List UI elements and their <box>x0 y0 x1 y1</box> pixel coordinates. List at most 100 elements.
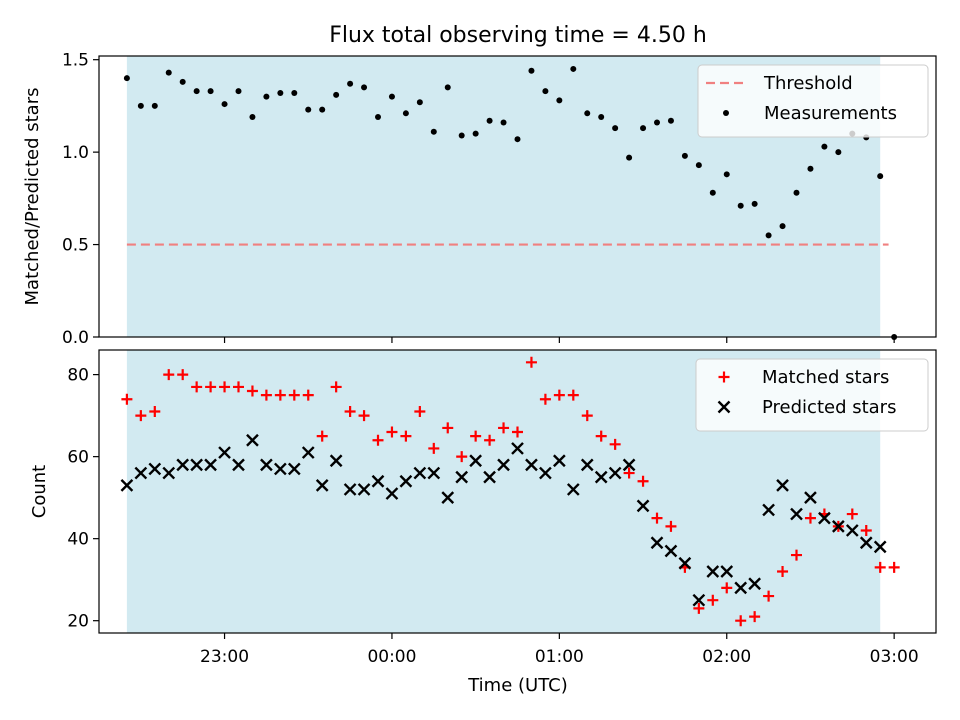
x-tick-label: 23:00 <box>200 647 249 667</box>
data-point <box>219 381 231 393</box>
data-point <box>260 458 273 472</box>
legend-label: Predicted stars <box>762 397 896 418</box>
data-point <box>287 462 301 476</box>
data-point <box>779 223 786 230</box>
x-axis-label: Time (UTC) <box>467 675 568 696</box>
data-point <box>539 393 551 405</box>
data-point <box>498 422 510 434</box>
data-point <box>542 88 549 95</box>
data-point <box>319 106 326 113</box>
y-tick-label: 0.5 <box>62 236 89 256</box>
data-point <box>762 503 775 517</box>
y-axis-label: Count <box>29 465 50 518</box>
data-point <box>193 88 200 95</box>
data-point <box>748 577 761 591</box>
data-point <box>260 389 272 401</box>
data-point <box>846 508 858 520</box>
data-point <box>442 422 454 434</box>
data-point <box>232 458 245 472</box>
data-point <box>651 512 663 524</box>
data-point <box>302 389 314 401</box>
legend: Matched stars Predicted stars <box>695 358 929 432</box>
data-point <box>207 88 214 95</box>
data-point <box>720 565 734 578</box>
data-point <box>385 487 399 500</box>
legend-marker-swatch <box>718 371 730 383</box>
data-point <box>218 446 231 459</box>
data-point <box>333 91 340 98</box>
legend-label: Threshold <box>763 73 853 94</box>
data-point <box>832 520 845 533</box>
data-point <box>734 581 748 595</box>
data-point <box>191 381 203 393</box>
data-point <box>163 369 175 381</box>
data-point <box>402 110 409 117</box>
legend-label: Matched stars <box>762 367 889 388</box>
data-point <box>525 458 538 472</box>
data-point <box>512 426 523 438</box>
data-point <box>612 125 619 132</box>
data-point <box>594 470 608 484</box>
data-point <box>553 454 566 468</box>
data-point <box>874 561 886 573</box>
data-point <box>609 438 621 450</box>
data-point <box>637 475 649 487</box>
data-point <box>165 69 172 76</box>
data-point <box>721 582 733 594</box>
data-point <box>486 117 493 124</box>
data-point <box>386 426 398 438</box>
ratio-panel: 0.0 0.5 1.0 1.5 Matched/Predicted stars Thres… <box>22 51 937 348</box>
x-tick-label: 02:00 <box>702 647 751 667</box>
data-point <box>343 483 357 496</box>
y-axis-label: Matched/Predicted stars <box>22 88 43 306</box>
data-point <box>428 442 440 454</box>
y-tick-label: 0.0 <box>62 328 89 348</box>
data-point <box>570 65 577 72</box>
data-point <box>291 89 298 96</box>
data-point <box>581 410 593 422</box>
plot-frame <box>98 349 937 634</box>
chart-title: Flux total observing time = 4.50 h <box>329 23 707 48</box>
data-point <box>873 540 887 554</box>
data-point <box>511 442 524 455</box>
data-point <box>664 544 678 558</box>
count-panel: 20 40 60 80 23:00 00:00 01:00 02:00 03:00 Count Ma… <box>29 349 937 667</box>
data-point <box>151 102 158 109</box>
y-tick-label: 40 <box>67 530 89 550</box>
data-point <box>763 590 775 602</box>
data-point <box>514 136 521 143</box>
data-point <box>246 385 258 397</box>
data-point <box>413 466 427 480</box>
data-point <box>388 93 395 100</box>
data-point <box>835 149 842 156</box>
data-point <box>707 594 719 606</box>
data-point <box>525 356 537 368</box>
data-point <box>765 232 772 239</box>
x-tick-label: 01:00 <box>535 647 584 667</box>
data-point <box>735 615 747 627</box>
data-point <box>177 369 189 381</box>
data-point <box>179 78 186 85</box>
data-point <box>737 202 744 209</box>
data-point <box>400 430 412 442</box>
data-point <box>149 406 161 418</box>
data-point <box>692 593 706 607</box>
data-point <box>120 478 134 492</box>
data-point <box>414 406 426 418</box>
data-point <box>233 381 244 393</box>
data-point <box>553 389 565 401</box>
data-point <box>888 561 900 573</box>
data-point <box>288 389 300 401</box>
data-point <box>246 433 259 447</box>
data-point <box>877 173 884 180</box>
legend-box <box>695 358 929 432</box>
data-point <box>693 602 705 614</box>
legend-label: Measurements <box>764 103 897 124</box>
data-point <box>667 117 674 124</box>
data-point <box>807 165 814 172</box>
data-point <box>469 454 482 468</box>
data-point <box>859 536 873 550</box>
data-point <box>458 132 465 139</box>
data-point <box>845 524 859 537</box>
y-tick-label: 1.5 <box>62 51 89 71</box>
